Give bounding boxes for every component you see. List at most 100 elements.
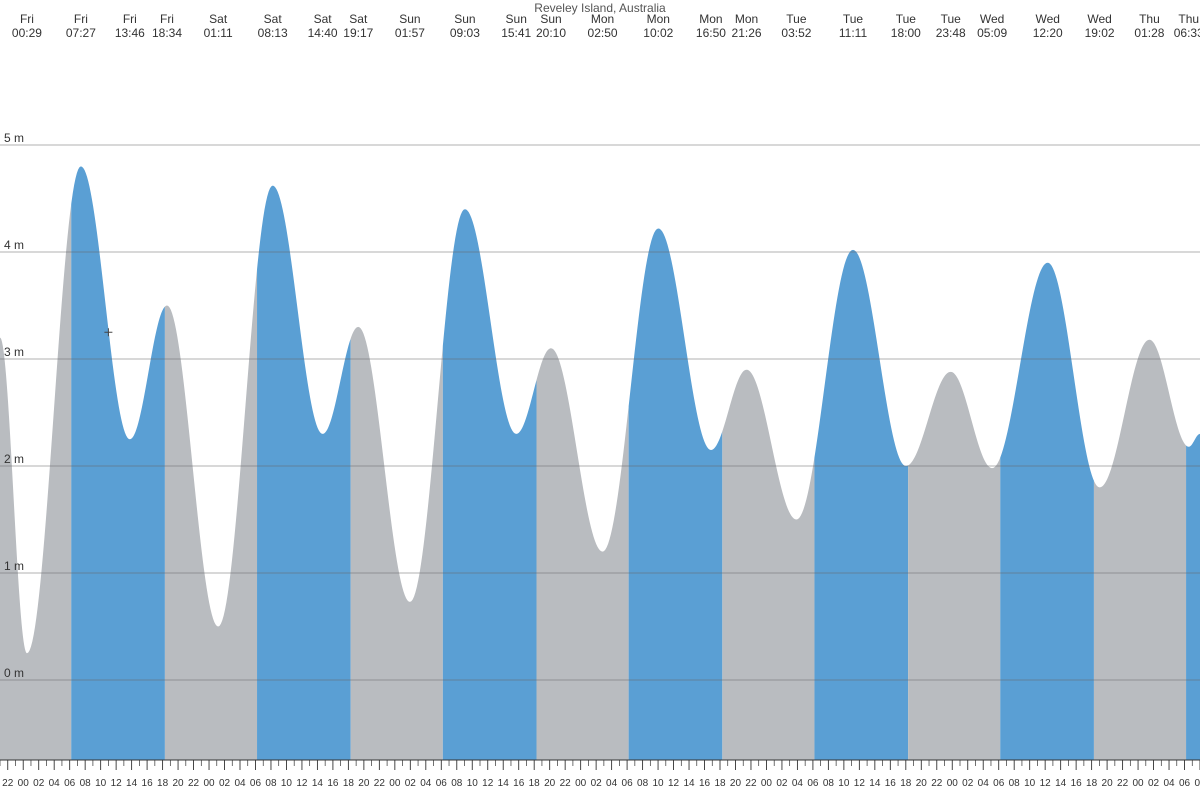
- extrema-time-label: 11:11: [839, 26, 868, 40]
- y-axis-label: 0 m: [4, 666, 24, 680]
- x-axis-hour-label: 08: [823, 778, 835, 789]
- x-axis-hour-label: 14: [312, 778, 324, 789]
- extrema-day-label: Sat: [349, 12, 368, 26]
- extrema-time-label: 03:52: [781, 26, 811, 40]
- x-axis-hour-label: 18: [157, 778, 169, 789]
- extrema-time-label: 20:10: [536, 26, 566, 40]
- extrema-time-label: 18:00: [891, 26, 921, 40]
- extrema-time-label: 19:17: [343, 26, 373, 40]
- x-axis-hour-label: 12: [1040, 778, 1052, 789]
- x-axis-hour-label: 10: [1024, 778, 1036, 789]
- x-axis-hour-label: 12: [111, 778, 123, 789]
- x-axis-hour-label: 20: [173, 778, 185, 789]
- x-axis-hour-label: 20: [730, 778, 742, 789]
- x-axis-hour-label: 04: [420, 778, 432, 789]
- extrema-day-label: Sat: [209, 12, 228, 26]
- x-axis-hour-label: 08: [637, 778, 649, 789]
- extrema-time-label: 14:40: [308, 26, 338, 40]
- x-axis-hour-label: 08: [1194, 778, 1200, 789]
- extrema-day-label: Fri: [20, 12, 34, 26]
- x-axis-hour-label: 12: [482, 778, 494, 789]
- extrema-day-label: Thu: [1139, 12, 1160, 26]
- x-axis-hour-label: 06: [622, 778, 634, 789]
- x-axis-hour-label: 10: [467, 778, 479, 789]
- y-axis-label: 1 m: [4, 559, 24, 573]
- x-axis-hour-label: 06: [64, 778, 76, 789]
- x-axis-hour-label: 04: [606, 778, 618, 789]
- extrema-day-label: Fri: [123, 12, 137, 26]
- y-axis-label: 3 m: [4, 345, 24, 359]
- extrema-time-label: 12:20: [1033, 26, 1063, 40]
- x-axis-hour-label: 18: [529, 778, 541, 789]
- extrema-time-label: 09:03: [450, 26, 480, 40]
- extrema-time-label: 01:28: [1134, 26, 1164, 40]
- x-axis-hour-label: 18: [343, 778, 355, 789]
- extrema-time-label: 01:57: [395, 26, 425, 40]
- x-axis-hour-label: 10: [653, 778, 665, 789]
- tide-chart: 0 m1 m2 m3 m4 m5 mReveley Island, Austra…: [0, 0, 1200, 800]
- x-axis-hour-label: 02: [776, 778, 788, 789]
- x-axis-hour-label: 22: [188, 778, 200, 789]
- y-axis-label: 5 m: [4, 131, 24, 145]
- extrema-day-label: Tue: [941, 12, 962, 26]
- extrema-day-label: Sun: [540, 12, 561, 26]
- x-axis-hour-label: 08: [451, 778, 463, 789]
- x-axis-hour-label: 14: [498, 778, 510, 789]
- extrema-day-label: Sat: [264, 12, 283, 26]
- x-axis-hour-label: 16: [699, 778, 711, 789]
- x-axis-hour-label: 18: [900, 778, 912, 789]
- x-axis-hour-label: 22: [745, 778, 757, 789]
- extrema-time-label: 02:50: [588, 26, 618, 40]
- x-axis-hour-label: 02: [405, 778, 417, 789]
- x-axis-hour-label: 02: [219, 778, 231, 789]
- extrema-time-label: 07:27: [66, 26, 96, 40]
- x-axis-hour-label: 04: [792, 778, 804, 789]
- x-axis-hour-label: 16: [142, 778, 154, 789]
- extrema-day-label: Sat: [314, 12, 333, 26]
- x-axis-hour-label: 20: [544, 778, 556, 789]
- x-axis-hour-label: 06: [1179, 778, 1191, 789]
- extrema-day-label: Thu: [1178, 12, 1199, 26]
- y-axis-label: 2 m: [4, 452, 24, 466]
- extrema-day-label: Tue: [786, 12, 807, 26]
- x-axis-hour-label: 18: [1086, 778, 1098, 789]
- extrema-time-label: 06:33: [1174, 26, 1200, 40]
- extrema-day-label: Tue: [843, 12, 864, 26]
- x-axis-hour-label: 16: [327, 778, 339, 789]
- extrema-time-label: 18:34: [152, 26, 182, 40]
- x-axis-hour-label: 06: [250, 778, 262, 789]
- extrema-day-label: Wed: [980, 12, 1004, 26]
- extrema-day-label: Sun: [399, 12, 420, 26]
- x-axis-hour-label: 00: [203, 778, 215, 789]
- extrema-day-label: Fri: [160, 12, 174, 26]
- x-axis-hour-label: 10: [281, 778, 293, 789]
- x-axis-hour-label: 00: [18, 778, 30, 789]
- x-axis-hour-label: 00: [1133, 778, 1145, 789]
- x-axis-hour-label: 00: [575, 778, 587, 789]
- x-axis-hour-label: 16: [513, 778, 525, 789]
- extrema-time-label: 21:26: [732, 26, 762, 40]
- extrema-day-label: Sun: [454, 12, 475, 26]
- x-axis-hour-label: 08: [265, 778, 277, 789]
- extrema-time-label: 19:02: [1085, 26, 1115, 40]
- extrema-day-label: Mon: [647, 12, 670, 26]
- x-axis-hour-label: 02: [33, 778, 45, 789]
- x-axis-hour-label: 00: [947, 778, 959, 789]
- x-axis-hour-label: 10: [95, 778, 107, 789]
- x-axis-hour-label: 12: [668, 778, 680, 789]
- extrema-day-label: Wed: [1087, 12, 1111, 26]
- x-axis-hour-label: 14: [869, 778, 881, 789]
- extrema-time-label: 00:29: [12, 26, 42, 40]
- extrema-time-label: 01:11: [204, 26, 233, 40]
- x-axis-hour-label: 22: [560, 778, 572, 789]
- tide-area-day: [1186, 434, 1200, 760]
- extrema-day-label: Mon: [699, 12, 722, 26]
- x-axis-hour-label: 22: [374, 778, 386, 789]
- extrema-time-label: 16:50: [696, 26, 726, 40]
- extrema-time-label: 05:09: [977, 26, 1007, 40]
- x-axis-hour-label: 04: [1163, 778, 1175, 789]
- x-axis-hour-label: 10: [838, 778, 850, 789]
- x-axis-hour-label: 12: [854, 778, 866, 789]
- extrema-day-label: Mon: [735, 12, 758, 26]
- x-axis-hour-label: 20: [1102, 778, 1114, 789]
